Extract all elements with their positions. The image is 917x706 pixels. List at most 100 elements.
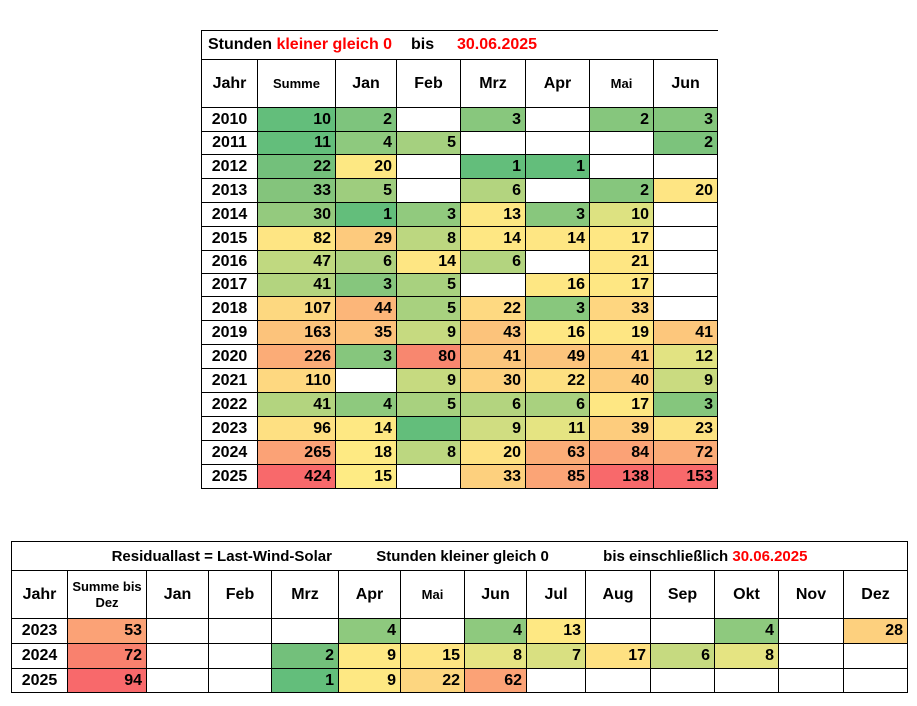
table2-body: 2023 53 4 4 13 4 28 2024 72 2 9 15 8 7 17 6 8 2025 94 1 9 22 6… — [11, 618, 909, 693]
value-cell: 6 — [460, 250, 526, 274]
year-cell: 2024 — [201, 440, 258, 465]
table1-title-row: Stunden kleiner gleich 0 bis 30.06.2025 — [200, 30, 718, 60]
value-cell: 16 — [525, 320, 590, 345]
value-cell — [208, 668, 272, 693]
value-cell: 9 — [338, 668, 401, 693]
value-cell — [778, 668, 844, 693]
value-cell: 2 — [271, 643, 339, 669]
value-cell: 43 — [460, 320, 526, 345]
hours-table-2010-2025: Stunden kleiner gleich 0 bis 30.06.2025 … — [200, 30, 719, 489]
column-header: Sep — [650, 570, 715, 619]
value-cell: 3 — [335, 344, 397, 369]
value-cell: 4 — [714, 618, 779, 644]
year-cell: 2024 — [11, 643, 68, 669]
value-cell: 5 — [396, 131, 461, 155]
value-cell: 14 — [525, 226, 590, 251]
value-cell: 17 — [589, 226, 654, 251]
value-cell — [650, 668, 715, 693]
table-row: 2025 424 15 33 85 138 153 — [201, 464, 719, 489]
table2-header-row: Jahr Summe bis Dez Jan Feb Mrz Apr Mai Jun Jul Au… — [11, 570, 909, 619]
value-cell: 82 — [257, 226, 336, 251]
value-cell — [714, 668, 779, 693]
value-cell: 22 — [257, 154, 336, 179]
value-cell — [842, 643, 909, 669]
year-cell: 2015 — [201, 226, 258, 251]
value-cell: 3 — [525, 202, 590, 227]
value-cell — [778, 643, 844, 669]
table-row: 2019 163 35 9 43 16 19 41 — [201, 320, 719, 345]
column-header: Aug — [585, 570, 651, 619]
value-cell: 96 — [257, 416, 336, 441]
value-cell — [460, 273, 526, 297]
value-cell: 1 — [335, 202, 397, 227]
value-cell: 49 — [525, 344, 590, 369]
value-cell: 17 — [589, 273, 654, 297]
value-cell: 19 — [589, 320, 654, 345]
value-cell: 226 — [257, 344, 336, 369]
column-header: Mrz — [460, 59, 526, 108]
value-cell — [335, 368, 397, 393]
value-cell — [271, 618, 339, 644]
value-cell: 47 — [257, 250, 336, 274]
title1-pre: Stunden — [208, 36, 272, 53]
value-cell: 1 — [271, 668, 339, 693]
column-header: Apr — [525, 59, 590, 108]
table2-title: Residuallast = Last-Wind-Solar Stunden k… — [10, 541, 909, 571]
column-header: Feb — [396, 59, 461, 108]
value-cell: 4 — [335, 131, 397, 155]
table-row: 2018 107 44 5 22 3 33 — [201, 296, 719, 321]
value-cell — [652, 250, 719, 274]
value-cell: 22 — [525, 368, 590, 393]
title2-date: 30.06.2025 — [732, 547, 808, 565]
value-cell: 35 — [335, 320, 397, 345]
value-cell: 30 — [257, 202, 336, 227]
value-cell: 72 — [67, 643, 147, 669]
column-header: Jan — [335, 59, 397, 108]
value-cell: 3 — [460, 107, 526, 132]
value-cell — [146, 668, 209, 693]
value-cell: 5 — [396, 296, 461, 321]
value-cell: 6 — [650, 643, 715, 669]
value-cell — [146, 618, 209, 644]
column-header: Dez — [842, 570, 909, 619]
value-cell: 5 — [396, 273, 461, 297]
value-cell — [778, 618, 844, 644]
year-cell: 2013 — [201, 178, 258, 203]
value-cell: 4 — [338, 618, 401, 644]
value-cell: 41 — [460, 344, 526, 369]
value-cell: 9 — [652, 368, 719, 393]
value-cell: 2 — [589, 178, 654, 203]
table1-header-row: Jahr Summe Jan Feb Mrz Apr Mai Jun — [201, 59, 719, 108]
value-cell: 15 — [400, 643, 465, 669]
table-row: 2024 265 18 8 20 63 84 72 — [201, 440, 719, 465]
value-cell: 3 — [335, 273, 397, 297]
value-cell: 6 — [335, 250, 397, 274]
column-header: Feb — [208, 570, 272, 619]
value-cell: 9 — [396, 320, 461, 345]
value-cell: 72 — [652, 440, 719, 465]
value-cell: 33 — [257, 178, 336, 203]
value-cell — [589, 154, 654, 179]
value-cell: 163 — [257, 320, 336, 345]
value-cell: 14 — [396, 250, 461, 274]
value-cell: 6 — [525, 392, 590, 417]
value-cell: 1 — [525, 154, 590, 179]
value-cell: 14 — [335, 416, 397, 441]
column-header: Jun — [464, 570, 527, 619]
column-header: Summe bis Dez — [67, 570, 147, 619]
column-header: Mai — [589, 59, 654, 108]
value-cell: 22 — [400, 668, 465, 693]
value-cell — [400, 618, 465, 644]
value-cell: 8 — [396, 440, 461, 465]
year-cell: 2011 — [201, 131, 258, 155]
table-row: 2025 94 1 9 22 62 — [11, 668, 909, 693]
value-cell: 33 — [460, 464, 526, 489]
year-cell: 2019 — [201, 320, 258, 345]
value-cell: 15 — [335, 464, 397, 489]
year-cell: 2014 — [201, 202, 258, 227]
value-cell — [208, 643, 272, 669]
value-cell: 84 — [589, 440, 654, 465]
value-cell — [396, 464, 461, 489]
table-row: 2023 96 14 9 11 39 23 — [201, 416, 719, 441]
value-cell: 3 — [652, 107, 719, 132]
